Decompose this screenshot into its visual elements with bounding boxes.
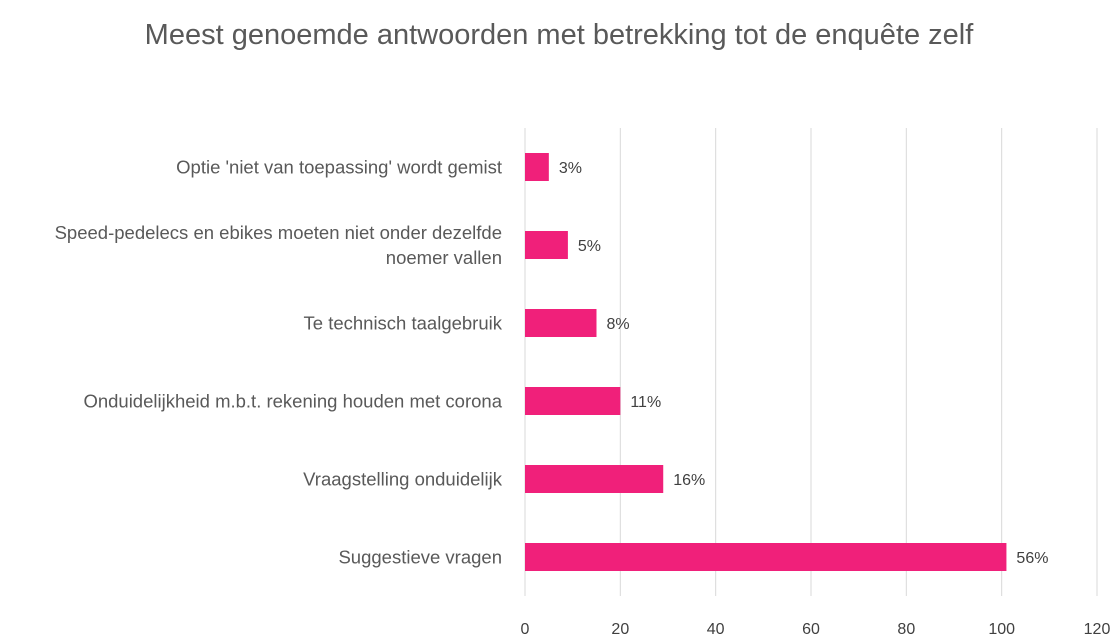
y-tick-label: Vraagstelling onduidelijk <box>303 468 502 490</box>
y-tick-label: Onduidelijkheid m.b.t. rekening houden m… <box>83 390 502 412</box>
bar <box>525 465 664 493</box>
data-label: 3% <box>559 160 582 177</box>
data-label: 5% <box>578 238 601 255</box>
data-label: 11% <box>630 394 661 411</box>
x-tick-label: 60 <box>802 621 820 634</box>
data-label: 16% <box>673 472 705 489</box>
x-tick-label: 40 <box>707 621 725 634</box>
y-tick-label: Te technisch taalgebruik <box>303 312 502 334</box>
bar <box>525 387 621 415</box>
bar <box>525 153 549 181</box>
bar <box>525 231 568 259</box>
x-tick-label: 20 <box>611 621 629 634</box>
chart-title: Meest genoemde antwoorden met betrekking… <box>144 19 974 51</box>
x-tick-label: 100 <box>988 621 1015 634</box>
x-tick-label: 0 <box>521 621 530 634</box>
data-label: 56% <box>1016 550 1048 567</box>
bar <box>525 543 1007 571</box>
data-label: 8% <box>607 316 630 333</box>
x-tick-label: 120 <box>1084 621 1111 634</box>
bar <box>525 309 597 337</box>
y-tick-label: Optie 'niet van toepassing' wordt gemist <box>176 156 502 178</box>
y-tick-label: Speed-pedelecs en ebikes moeten niet ond… <box>54 222 502 268</box>
x-tick-label: 80 <box>897 621 915 634</box>
y-tick-label: Suggestieve vragen <box>338 546 502 568</box>
